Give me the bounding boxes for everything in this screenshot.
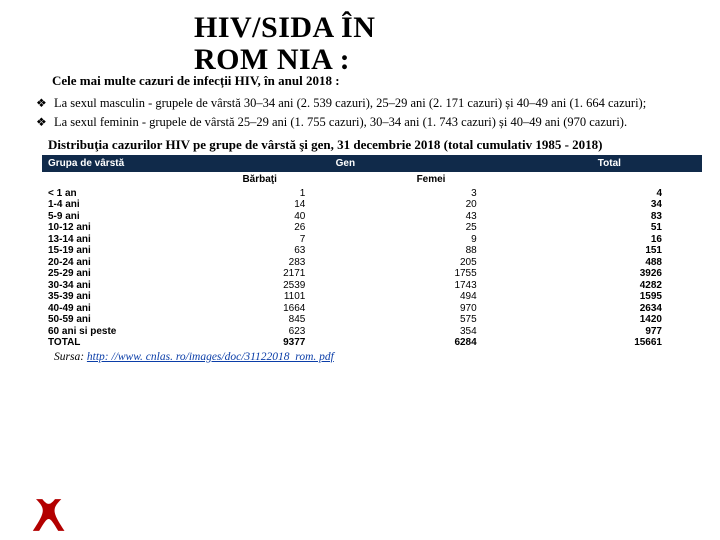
cell-male: 63 xyxy=(174,245,345,257)
cell-male: 14 xyxy=(174,199,345,211)
source-link[interactable]: http: //www. cnlas. ro/images/doc/311220… xyxy=(87,351,334,363)
page-title-line2: ROM NIA : xyxy=(194,44,696,76)
table-row: TOTAL9377628415661 xyxy=(42,337,702,349)
cell-female: 6284 xyxy=(345,337,516,349)
cell-male: 26 xyxy=(174,222,345,234)
cell-label: 40-49 ani xyxy=(42,303,174,315)
cell-label: 35-39 ani xyxy=(42,291,174,303)
table-row: 5-9 ani404383 xyxy=(42,211,702,223)
cell-label: 5-9 ani xyxy=(42,211,174,223)
table-caption: Distribuţia cazurilor HIV pe grupe de vâ… xyxy=(48,137,690,153)
cell-label: 25-29 ani xyxy=(42,268,174,280)
cell-label: TOTAL xyxy=(42,337,174,349)
cell-total: 1595 xyxy=(517,291,702,303)
cell-female: 205 xyxy=(345,257,516,269)
table-row: 13-14 ani7916 xyxy=(42,234,702,246)
cell-male: 1 xyxy=(174,188,345,200)
cell-male: 1664 xyxy=(174,303,345,315)
table-row: 20-24 ani283205488 xyxy=(42,257,702,269)
list-item: La sexul feminin - grupele de vârstă 25–… xyxy=(40,114,692,131)
source-line: Sursa: http: //www. cnlas. ro/images/doc… xyxy=(54,351,696,363)
cell-label: 30-34 ani xyxy=(42,280,174,292)
table-row: 60 ani si peste623354977 xyxy=(42,326,702,338)
table-row: 30-34 ani253917434282 xyxy=(42,280,702,292)
cell-label: 60 ani si peste xyxy=(42,326,174,338)
data-table: Grupa de vârstă Gen Total Bărbaţi Femei … xyxy=(42,155,702,349)
table-row: 10-12 ani262551 xyxy=(42,222,702,234)
cell-total: 3926 xyxy=(517,268,702,280)
col-gen: Gen xyxy=(174,155,517,172)
cell-female: 3 xyxy=(345,188,516,200)
cell-female: 354 xyxy=(345,326,516,338)
cell-female: 88 xyxy=(345,245,516,257)
source-label: Sursa: xyxy=(54,351,84,363)
cell-female: 9 xyxy=(345,234,516,246)
cell-total: 488 xyxy=(517,257,702,269)
table-row: 40-49 ani16649702634 xyxy=(42,303,702,315)
cell-total: 977 xyxy=(517,326,702,338)
table-row: 15-19 ani6388151 xyxy=(42,245,702,257)
cell-total: 83 xyxy=(517,211,702,223)
cell-female: 43 xyxy=(345,211,516,223)
cell-label: 1-4 ani xyxy=(42,199,174,211)
col-female: Femei xyxy=(345,172,516,188)
col-age: Grupa de vârstă xyxy=(42,155,174,172)
cell-female: 1743 xyxy=(345,280,516,292)
cell-male: 40 xyxy=(174,211,345,223)
cell-female: 494 xyxy=(345,291,516,303)
cell-male: 7 xyxy=(174,234,345,246)
cell-total: 15661 xyxy=(517,337,702,349)
cell-label: 15-19 ani xyxy=(42,245,174,257)
table-row: 50-59 ani8455751420 xyxy=(42,314,702,326)
page-title-line1: HIV/SIDA ÎN xyxy=(194,12,696,44)
bullet-list: La sexul masculin - grupele de vârstă 30… xyxy=(24,95,696,131)
table-row: < 1 an134 xyxy=(42,188,702,200)
cell-total: 4 xyxy=(517,188,702,200)
list-item: La sexul masculin - grupele de vârstă 30… xyxy=(40,95,692,112)
cell-male: 2539 xyxy=(174,280,345,292)
cell-female: 970 xyxy=(345,303,516,315)
cell-female: 575 xyxy=(345,314,516,326)
cell-female: 25 xyxy=(345,222,516,234)
ribbon-icon xyxy=(20,496,90,534)
cell-label: 50-59 ani xyxy=(42,314,174,326)
table-row: 35-39 ani11014941595 xyxy=(42,291,702,303)
cell-male: 845 xyxy=(174,314,345,326)
cell-male: 623 xyxy=(174,326,345,338)
page-subtitle: Cele mai multe cazuri de infecții HIV, î… xyxy=(52,73,696,89)
cell-label: < 1 an xyxy=(42,188,174,200)
col-total: Total xyxy=(517,155,702,172)
cell-total: 34 xyxy=(517,199,702,211)
table-row: 25-29 ani217117553926 xyxy=(42,268,702,280)
cell-total: 1420 xyxy=(517,314,702,326)
cell-female: 1755 xyxy=(345,268,516,280)
cell-total: 151 xyxy=(517,245,702,257)
cell-total: 2634 xyxy=(517,303,702,315)
cell-male: 1101 xyxy=(174,291,345,303)
cell-total: 16 xyxy=(517,234,702,246)
cell-male: 283 xyxy=(174,257,345,269)
table-header-row: Grupa de vârstă Gen Total xyxy=(42,155,702,172)
cell-female: 20 xyxy=(345,199,516,211)
col-male: Bărbaţi xyxy=(174,172,345,188)
table-subheader-row: Bărbaţi Femei xyxy=(42,172,702,188)
table-row: 1-4 ani142034 xyxy=(42,199,702,211)
cell-label: 10-12 ani xyxy=(42,222,174,234)
cell-label: 20-24 ani xyxy=(42,257,174,269)
cell-total: 51 xyxy=(517,222,702,234)
cell-total: 4282 xyxy=(517,280,702,292)
cell-male: 2171 xyxy=(174,268,345,280)
cell-label: 13-14 ani xyxy=(42,234,174,246)
cell-male: 9377 xyxy=(174,337,345,349)
